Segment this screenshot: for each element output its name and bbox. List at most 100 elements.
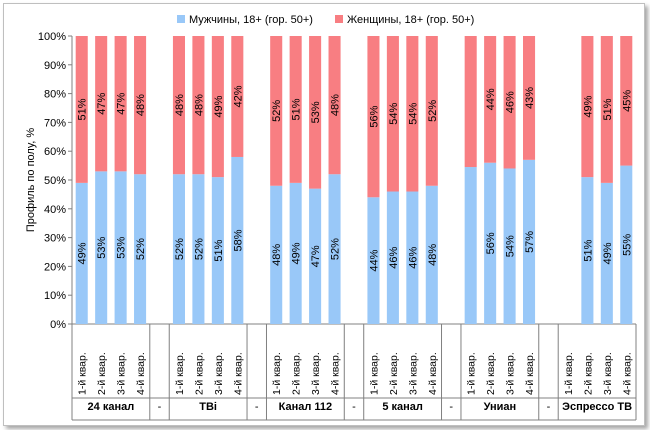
- y-tick-label: 70%: [44, 117, 66, 129]
- bar-men: [114, 171, 127, 324]
- x-category-label: 4-й квар.: [427, 352, 439, 395]
- data-label-women: 48%: [193, 94, 205, 116]
- x-category-label: 2-й квар.: [485, 352, 497, 395]
- x-group-label: 5 канал: [382, 401, 423, 413]
- data-label-men: 53%: [96, 236, 108, 258]
- y-tick-label: 90%: [44, 60, 66, 72]
- bar-men: [309, 188, 322, 324]
- x-group-label: Эспрессо ТВ: [562, 401, 632, 413]
- x-category-label: 2-й квар.: [582, 352, 594, 395]
- x-category-label: 4-й квар.: [621, 352, 633, 395]
- x-category-label: 1-й квар.: [174, 352, 186, 395]
- x-category-label: 2-й квар.: [193, 352, 205, 395]
- bar-men: [289, 182, 302, 324]
- x-gap-marker: -: [255, 401, 259, 413]
- x-gap-marker: -: [449, 401, 453, 413]
- bar-women: [464, 36, 477, 168]
- bar-women: [270, 36, 283, 186]
- bar-men: [367, 197, 380, 324]
- data-label-women: 52%: [427, 100, 439, 122]
- y-tick-label: 40%: [44, 204, 66, 216]
- data-label-men: 52%: [135, 238, 147, 260]
- x-category-label: 3-й квар.: [213, 352, 225, 395]
- data-label-women: 56%: [368, 105, 380, 127]
- x-category-label: 4-й квар.: [330, 352, 342, 395]
- bar-men: [95, 171, 108, 324]
- bar-women: [523, 36, 536, 160]
- bar-women: [309, 36, 322, 189]
- data-label-men: 44%: [368, 249, 380, 271]
- x-group-label: ТВі: [199, 401, 217, 413]
- data-label-women: 46%: [505, 91, 517, 113]
- data-label-men: 56%: [485, 232, 497, 254]
- bar-women: [328, 36, 341, 175]
- x-gap-marker: -: [547, 401, 551, 413]
- x-category-label: 3-й квар.: [505, 352, 517, 395]
- bar-women: [581, 36, 594, 178]
- data-label-women: 51%: [77, 98, 89, 120]
- data-label-women: 51%: [602, 98, 614, 120]
- x-category-label: 1-й квар.: [77, 352, 89, 395]
- data-label-men: 48%: [271, 244, 283, 266]
- legend-label-men: Мужчины, 18+ (гор. 50+): [189, 14, 313, 26]
- x-category-label: 1-й квар.: [466, 352, 478, 395]
- bar-men: [406, 191, 419, 324]
- x-category-label: 3-й квар.: [116, 352, 128, 395]
- x-category-label: 1-й квар.: [271, 352, 283, 395]
- legend-label-women: Женщины, 18+ (гор. 50+): [347, 14, 474, 26]
- x-category-label: 3-й квар.: [602, 352, 614, 395]
- data-label-women: 48%: [330, 94, 342, 116]
- bar-men: [386, 191, 399, 324]
- data-label-men: 49%: [77, 242, 89, 264]
- y-tick-label: 80%: [44, 89, 66, 101]
- x-category-label: 3-й квар.: [310, 352, 322, 395]
- data-label-women: 43%: [524, 87, 536, 109]
- data-label-men: 55%: [621, 234, 633, 256]
- bar-women: [95, 36, 108, 172]
- chart-frame: [3, 3, 645, 426]
- data-label-men: 46%: [388, 247, 400, 269]
- bar-men: [231, 156, 244, 324]
- bar-women: [289, 36, 302, 183]
- data-label-men: 57%: [524, 231, 536, 253]
- legend-swatch-women: [335, 15, 343, 23]
- data-label-men: 54%: [505, 235, 517, 257]
- bar-men: [523, 159, 536, 324]
- bar-men: [211, 177, 224, 324]
- x-gap-marker: -: [352, 401, 356, 413]
- data-label-men: 52%: [174, 238, 186, 260]
- x-category-label: 3-й квар.: [407, 352, 419, 395]
- data-label-men: 48%: [427, 244, 439, 266]
- x-group-label: Канал 112: [279, 401, 333, 413]
- x-category-label: 4-й квар.: [232, 352, 244, 395]
- data-label-men: 58%: [232, 229, 244, 251]
- bar-women: [386, 36, 399, 192]
- y-tick-label: 0%: [50, 319, 66, 331]
- bar-women: [114, 36, 127, 172]
- data-label-women: 54%: [388, 103, 400, 125]
- bar-men: [75, 182, 88, 324]
- bar-men: [620, 165, 633, 324]
- data-label-women: 48%: [135, 94, 147, 116]
- data-label-men: 52%: [193, 238, 205, 260]
- bar-women: [134, 36, 147, 175]
- x-category-label: 4-й квар.: [135, 352, 147, 395]
- bar-men: [134, 174, 147, 324]
- y-axis-label: Профиль по полу, %: [25, 128, 37, 232]
- bar-women: [367, 36, 380, 198]
- data-label-women: 53%: [310, 101, 322, 123]
- bar-men: [172, 174, 185, 324]
- legend-swatch-men: [177, 15, 185, 23]
- x-category-label: 4-й квар.: [524, 352, 536, 395]
- y-tick-label: 60%: [44, 146, 66, 158]
- bar-women: [484, 36, 497, 163]
- data-label-women: 52%: [271, 100, 283, 122]
- data-label-women: 45%: [621, 90, 633, 112]
- x-category-label: 2-й квар.: [291, 352, 303, 395]
- data-label-women: 44%: [485, 88, 497, 110]
- bar-women: [172, 36, 185, 175]
- x-group-label: 24 канал: [88, 401, 135, 413]
- bar-men: [503, 168, 516, 324]
- x-category-label: 1-й квар.: [368, 352, 380, 395]
